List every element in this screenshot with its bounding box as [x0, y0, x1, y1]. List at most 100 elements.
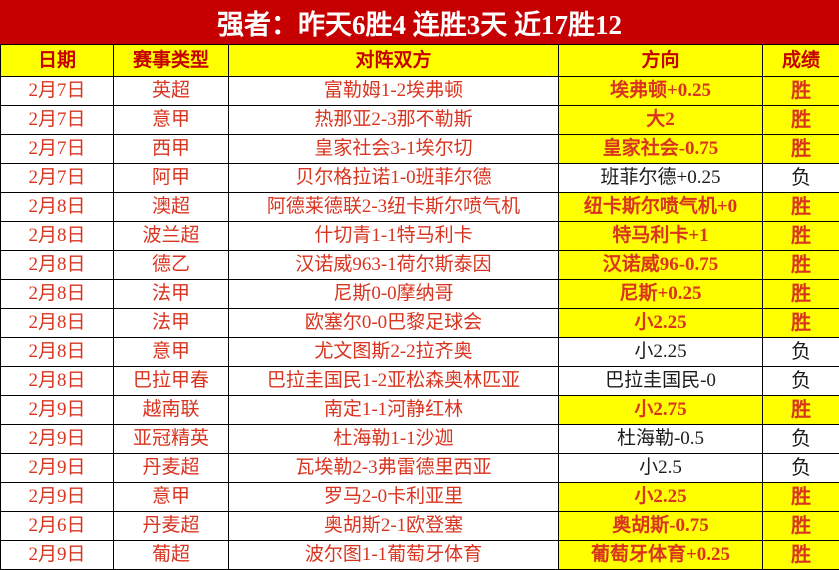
cell-league: 丹麦超 [114, 512, 229, 541]
cell-result: 负 [763, 425, 839, 454]
cell-direction: 奥胡斯-0.75 [559, 512, 763, 541]
cell-date: 2月8日 [1, 280, 114, 309]
header-direction: 方向 [559, 45, 763, 77]
banner-title-text: 强者：昨天6胜4 连胜3天 近17胜12 [217, 3, 622, 42]
cell-direction: 特马利卡+1 [559, 222, 763, 251]
cell-match: 皇家社会3-1埃尔切 [229, 135, 559, 164]
cell-date: 2月7日 [1, 135, 114, 164]
cell-date: 2月8日 [1, 251, 114, 280]
cell-result: 胜 [763, 222, 839, 251]
table-header: 日期 赛事类型 对阵双方 方向 成绩 [1, 45, 839, 77]
header-result: 成绩 [763, 45, 839, 77]
cell-date: 2月7日 [1, 164, 114, 193]
cell-direction: 班菲尔德+0.25 [559, 164, 763, 193]
cell-direction: 皇家社会-0.75 [559, 135, 763, 164]
cell-date: 2月9日 [1, 454, 114, 483]
cell-league: 巴拉甲春 [114, 367, 229, 396]
cell-result: 胜 [763, 280, 839, 309]
header-row: 日期 赛事类型 对阵双方 方向 成绩 [1, 45, 839, 77]
cell-match: 什切青1-1特马利卡 [229, 222, 559, 251]
cell-match: 热那亚2-3那不勒斯 [229, 106, 559, 135]
cell-match: 尼斯0-0摩纳哥 [229, 280, 559, 309]
cell-result: 胜 [763, 483, 839, 512]
cell-match: 汉诺威963-1荷尔斯泰因 [229, 251, 559, 280]
cell-match: 瓦埃勒2-3弗雷德里西亚 [229, 454, 559, 483]
cell-league: 阿甲 [114, 164, 229, 193]
results-table: 日期 赛事类型 对阵双方 方向 成绩 2月7日英超富勒姆1-2埃弗顿埃弗顿+0.… [0, 44, 839, 570]
cell-date: 2月7日 [1, 106, 114, 135]
cell-direction: 尼斯+0.25 [559, 280, 763, 309]
cell-direction: 大2 [559, 106, 763, 135]
cell-date: 2月8日 [1, 367, 114, 396]
cell-result: 胜 [763, 193, 839, 222]
cell-result: 负 [763, 164, 839, 193]
cell-result: 胜 [763, 309, 839, 338]
cell-league: 意甲 [114, 483, 229, 512]
cell-match: 富勒姆1-2埃弗顿 [229, 77, 559, 106]
cell-match: 南定1-1河静红林 [229, 396, 559, 425]
cell-league: 德乙 [114, 251, 229, 280]
cell-league: 法甲 [114, 309, 229, 338]
header-date: 日期 [1, 45, 114, 77]
cell-match: 波尔图1-1葡萄牙体育 [229, 541, 559, 570]
banner-title: 强者：昨天6胜4 连胜3天 近17胜12 [0, 0, 839, 44]
cell-direction: 小2.75 [559, 396, 763, 425]
cell-direction: 小2.25 [559, 483, 763, 512]
cell-league: 澳超 [114, 193, 229, 222]
cell-league: 丹麦超 [114, 454, 229, 483]
cell-result: 胜 [763, 512, 839, 541]
cell-direction: 汉诺威96-0.75 [559, 251, 763, 280]
cell-result: 胜 [763, 77, 839, 106]
cell-date: 2月8日 [1, 222, 114, 251]
cell-direction: 小2.25 [559, 338, 763, 367]
cell-date: 2月8日 [1, 338, 114, 367]
cell-league: 西甲 [114, 135, 229, 164]
cell-result: 胜 [763, 396, 839, 425]
cell-match: 杜海勒1-1沙迦 [229, 425, 559, 454]
cell-date: 2月9日 [1, 425, 114, 454]
cell-league: 法甲 [114, 280, 229, 309]
cell-result: 负 [763, 454, 839, 483]
cell-league: 越南联 [114, 396, 229, 425]
cell-match: 贝尔格拉诺1-0班菲尔德 [229, 164, 559, 193]
cell-match: 欧塞尔0-0巴黎足球会 [229, 309, 559, 338]
cell-match: 尤文图斯2-2拉齐奥 [229, 338, 559, 367]
cell-date: 2月9日 [1, 541, 114, 570]
cell-match: 奥胡斯2-1欧登塞 [229, 512, 559, 541]
cell-result: 胜 [763, 106, 839, 135]
cell-league: 意甲 [114, 338, 229, 367]
cell-direction: 杜海勒-0.5 [559, 425, 763, 454]
header-match: 对阵双方 [229, 45, 559, 77]
cell-direction: 小2.25 [559, 309, 763, 338]
cell-league: 英超 [114, 77, 229, 106]
cell-direction: 纽卡斯尔喷气机+0 [559, 193, 763, 222]
cell-direction: 葡萄牙体育+0.25 [559, 541, 763, 570]
cell-result: 负 [763, 367, 839, 396]
cell-result: 胜 [763, 135, 839, 164]
cell-match: 巴拉圭国民1-2亚松森奥林匹亚 [229, 367, 559, 396]
header-league: 赛事类型 [114, 45, 229, 77]
cell-league: 波兰超 [114, 222, 229, 251]
page-root: 强者：昨天6胜4 连胜3天 近17胜12 日期 赛事类型 对阵双方 方向 成绩 … [0, 0, 839, 553]
cell-date: 2月8日 [1, 193, 114, 222]
cell-date: 2月6日 [1, 512, 114, 541]
cell-match: 阿德莱德联2-3纽卡斯尔喷气机 [229, 193, 559, 222]
cell-direction: 巴拉圭国民-0 [559, 367, 763, 396]
cell-result: 胜 [763, 541, 839, 570]
cell-direction: 埃弗顿+0.25 [559, 77, 763, 106]
